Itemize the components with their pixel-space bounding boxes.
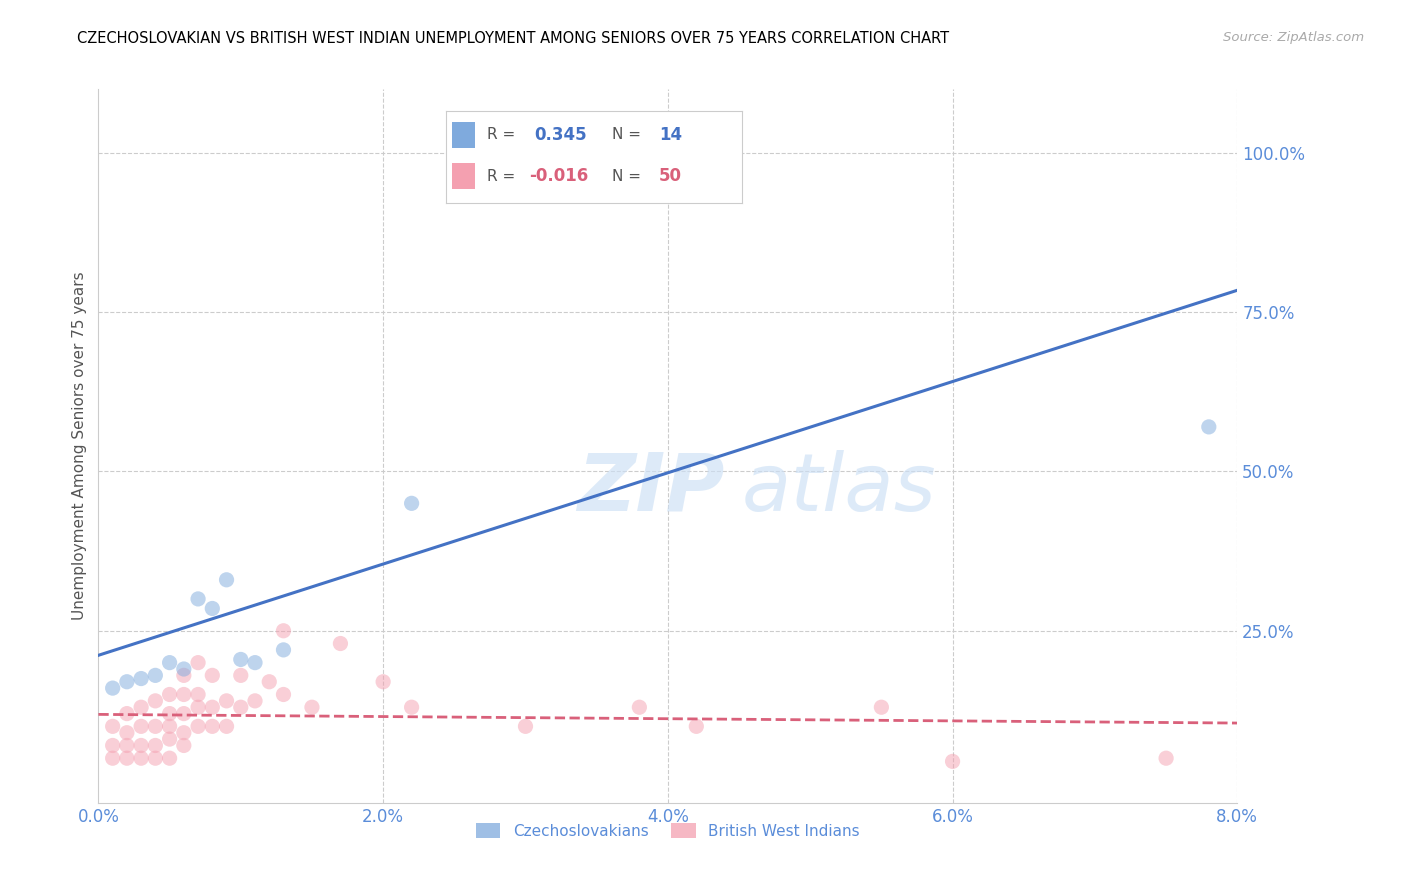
Point [159, 719, 181, 733]
Point [243, 694, 266, 708]
Point [173, 688, 195, 702]
Point [159, 688, 181, 702]
Point [173, 668, 195, 682]
Point [628, 700, 651, 714]
Point [229, 668, 252, 682]
Point [145, 739, 167, 753]
Point [159, 706, 181, 721]
Point [187, 700, 209, 714]
Point [101, 751, 124, 765]
Point [159, 732, 181, 747]
Point [259, 674, 281, 689]
Point [401, 700, 423, 714]
Point [273, 688, 295, 702]
Point [401, 496, 423, 510]
Point [942, 755, 965, 769]
Point [515, 719, 537, 733]
Text: atlas: atlas [742, 450, 936, 528]
Point [870, 700, 893, 714]
Text: Source: ZipAtlas.com: Source: ZipAtlas.com [1223, 31, 1364, 45]
Point [145, 668, 167, 682]
Point [173, 706, 195, 721]
Point [145, 694, 167, 708]
Point [215, 694, 238, 708]
Legend: Czechoslovakians, British West Indians: Czechoslovakians, British West Indians [470, 817, 866, 845]
Text: ZIP: ZIP [576, 450, 724, 528]
Point [201, 668, 224, 682]
Point [187, 591, 209, 606]
Point [187, 719, 209, 733]
Point [129, 672, 152, 686]
Point [173, 725, 195, 739]
Point [129, 719, 152, 733]
Point [115, 674, 138, 689]
Point [145, 719, 167, 733]
Point [101, 739, 124, 753]
Point [173, 662, 195, 676]
Point [273, 643, 295, 657]
Point [215, 719, 238, 733]
Point [201, 700, 224, 714]
Point [685, 719, 707, 733]
Text: CZECHOSLOVAKIAN VS BRITISH WEST INDIAN UNEMPLOYMENT AMONG SENIORS OVER 75 YEARS : CZECHOSLOVAKIAN VS BRITISH WEST INDIAN U… [77, 31, 949, 46]
Point [1154, 751, 1177, 765]
Point [187, 656, 209, 670]
Point [159, 751, 181, 765]
Point [173, 739, 195, 753]
Point [1198, 420, 1220, 434]
Point [101, 719, 124, 733]
Point [201, 719, 224, 733]
Point [243, 656, 266, 670]
Point [215, 573, 238, 587]
Point [115, 706, 138, 721]
Point [229, 652, 252, 666]
Point [273, 624, 295, 638]
Point [145, 751, 167, 765]
Point [115, 725, 138, 739]
Y-axis label: Unemployment Among Seniors over 75 years: Unemployment Among Seniors over 75 years [72, 272, 87, 620]
Point [301, 700, 323, 714]
Point [129, 751, 152, 765]
Point [486, 133, 509, 147]
Point [229, 700, 252, 714]
Point [371, 674, 394, 689]
Point [101, 681, 124, 695]
Point [187, 688, 209, 702]
Point [115, 739, 138, 753]
Point [129, 700, 152, 714]
Point [329, 636, 352, 650]
Point [201, 601, 224, 615]
Point [129, 739, 152, 753]
Point [159, 656, 181, 670]
Point [115, 751, 138, 765]
